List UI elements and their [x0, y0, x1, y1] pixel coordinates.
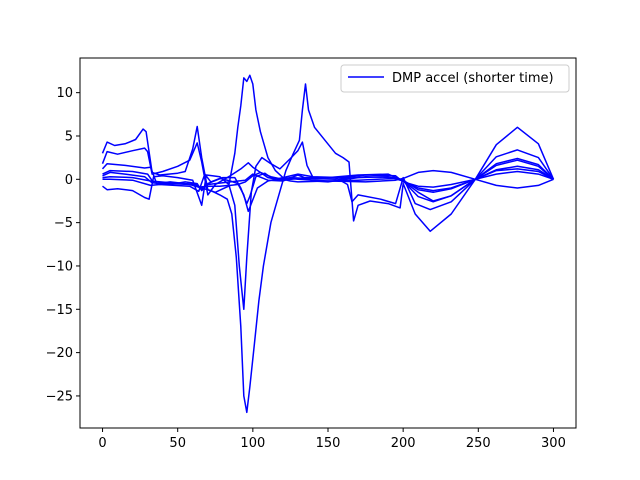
series-line-1	[101, 125, 554, 194]
plot-background	[80, 58, 576, 428]
x-axis: 0 50 100 150 200 250 300	[98, 428, 566, 451]
x-tick-label: 250	[466, 436, 491, 451]
x-tick-label: 0	[98, 436, 106, 451]
series-line-5	[102, 170, 554, 213]
series-layer	[101, 74, 555, 414]
series-line-8	[102, 74, 554, 192]
y-tick-label: 5	[65, 129, 73, 144]
y-tick-label: −25	[46, 389, 73, 404]
y-tick-label: 10	[56, 86, 73, 101]
series-line-7	[102, 83, 555, 414]
x-tick-label: 50	[169, 436, 186, 451]
x-tick-label: 150	[316, 436, 341, 451]
series-line-6	[102, 141, 555, 311]
x-tick-label: 200	[391, 436, 416, 451]
y-tick-label: −15	[46, 303, 73, 318]
y-tick-label: −20	[46, 346, 73, 361]
x-tick-label: 100	[240, 436, 265, 451]
legend: DMP accel (shorter time)	[340, 64, 570, 93]
y-tick-label: −5	[54, 216, 73, 231]
y-tick-label: 0	[65, 173, 73, 188]
y-axis: 10 5 0 −5 −10 −15 −20 −25	[46, 86, 80, 404]
legend-box	[340, 64, 570, 93]
x-tick-label: 300	[541, 436, 566, 451]
legend-label: DMP accel (shorter time)	[392, 71, 554, 86]
y-tick-label: −10	[46, 259, 73, 274]
